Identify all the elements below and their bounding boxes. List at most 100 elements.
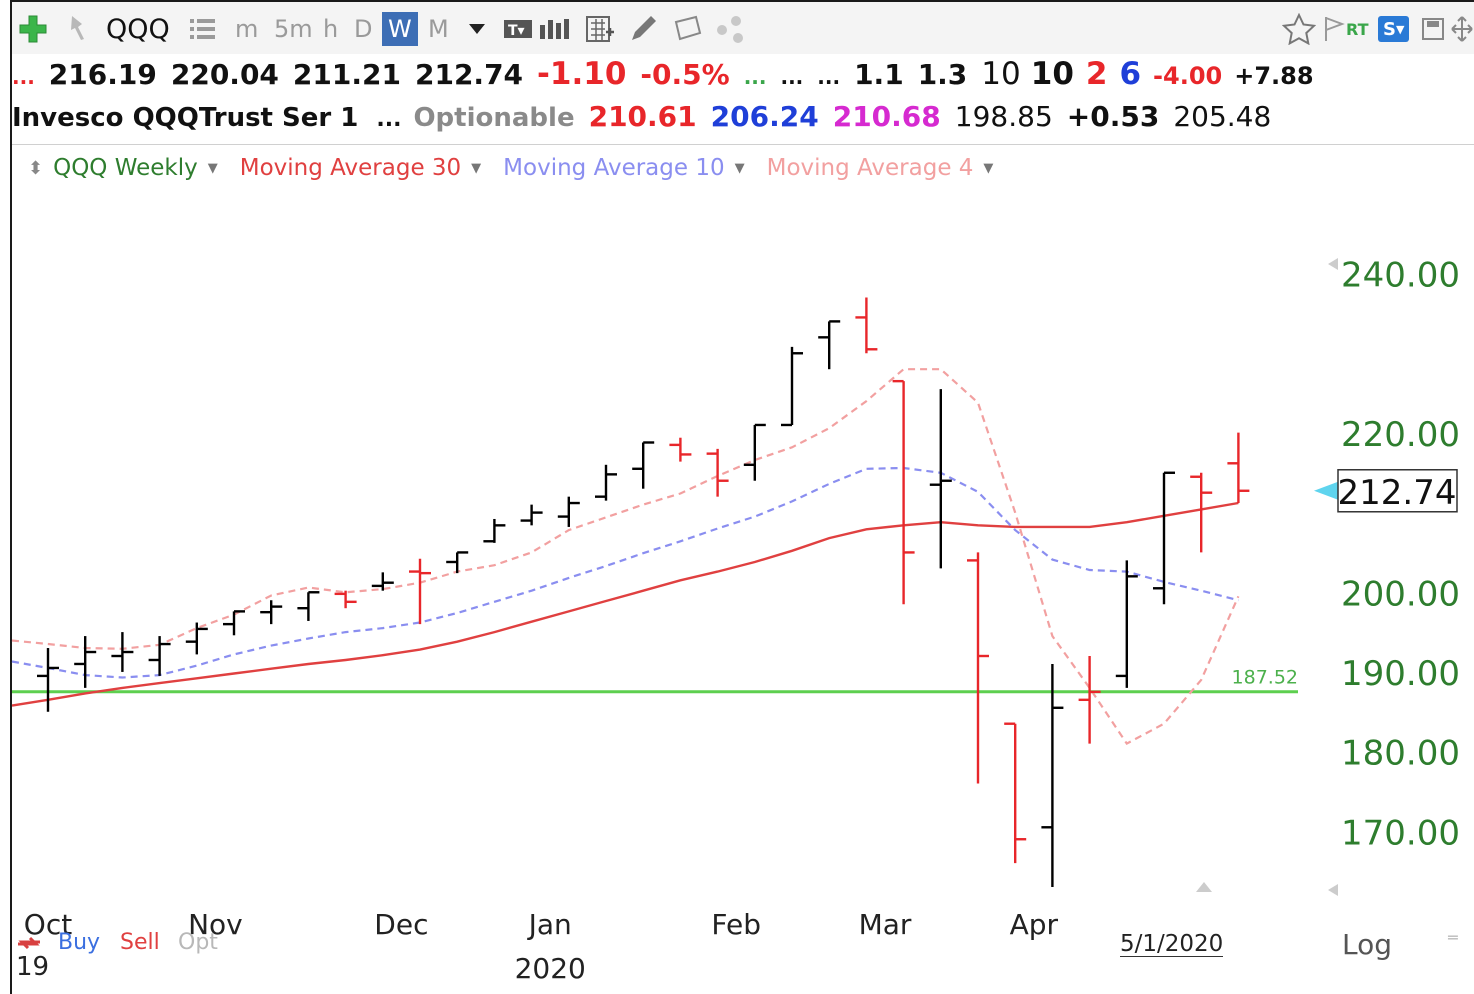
save-icon[interactable]	[1420, 10, 1448, 48]
open-price: 216.19	[48, 58, 157, 91]
year-left-label: 19	[16, 952, 50, 982]
stat-value-1: 1.1	[854, 58, 904, 91]
ohlc-bar	[334, 590, 357, 609]
name-dots: ...	[376, 107, 402, 132]
ohlc-bar	[632, 441, 655, 489]
move-icon[interactable]	[1450, 10, 1474, 48]
star-icon[interactable]	[1282, 10, 1316, 48]
chart-type-icon[interactable]: T▾	[502, 10, 572, 48]
quote-dots-2: ...	[780, 65, 804, 89]
ohlc-bar	[1190, 472, 1213, 553]
quote-dots-green: ...	[743, 65, 767, 89]
legend-item-main[interactable]: ⬍ QQQ Weekly ▼	[28, 155, 218, 181]
legend-item-ma30[interactable]: Moving Average 30 ▼	[240, 155, 481, 181]
ma4-line	[11, 368, 1240, 746]
price-change-5: +0.53	[1066, 100, 1160, 133]
symbol-field[interactable]: QQQ	[106, 13, 170, 45]
ohlc-bar	[111, 632, 134, 672]
note-icon[interactable]	[670, 10, 704, 48]
quote-dots-3: ...	[817, 65, 841, 89]
y-tick-label: 190.00	[1341, 654, 1460, 694]
opt-button[interactable]: Opt	[178, 930, 218, 955]
share-icon[interactable]	[714, 10, 754, 48]
list-icon[interactable]	[188, 10, 218, 48]
calculator-icon[interactable]	[584, 10, 616, 48]
scroll-down-icon	[1328, 884, 1338, 896]
draw-pencil-icon[interactable]	[628, 10, 660, 48]
x-year-label: 2020	[515, 952, 586, 985]
chart-legend: ⬍ QQQ Weekly ▼ Moving Average 30 ▼ Movin…	[28, 150, 1015, 186]
ohlc-bar	[483, 518, 506, 543]
updown-icon: ⬍	[28, 157, 44, 179]
ohlc-bar	[37, 648, 59, 712]
last-price-label: 212.74	[1338, 473, 1457, 513]
realtime-badge[interactable]: RT	[1346, 19, 1369, 39]
ohlc-bar	[855, 297, 878, 354]
buy-button[interactable]: Buy	[58, 930, 101, 955]
timeframe-mo[interactable]: M	[428, 15, 449, 43]
high-price: 220.04	[170, 58, 279, 91]
y-tick-label: 180.00	[1341, 734, 1460, 774]
ohlc-bar	[1041, 663, 1064, 888]
stat-value-3: 10	[981, 56, 1021, 92]
ohlc-bar	[520, 504, 543, 526]
chevron-down-icon: ▼	[983, 160, 994, 176]
flag-icon[interactable]	[1322, 10, 1346, 48]
y-tick-label: 220.00	[1341, 415, 1460, 455]
low-price: 211.21	[292, 58, 401, 91]
legend-ma30-label: Moving Average 30	[239, 155, 462, 181]
ohlc-bar	[929, 389, 952, 569]
x-tick-label: Dec	[374, 908, 428, 941]
legend-ma10-label: Moving Average 10	[503, 155, 725, 181]
chart-toolbar: QQQ m 5m h D W M T▾ RT S ▼	[12, 2, 1474, 54]
header-divider	[12, 144, 1474, 145]
close-price: 212.74	[414, 58, 524, 91]
x-tick-label: Mar	[859, 908, 912, 941]
s-menu-caret-icon: ▼	[1395, 22, 1405, 36]
stat-value-7: -4.00	[1153, 62, 1223, 90]
trade-icon[interactable]	[14, 930, 44, 962]
dropdown-caret-icon[interactable]	[468, 10, 486, 48]
window-frame	[10, 0, 1474, 994]
ohlc-bar	[557, 496, 580, 527]
ohlc-bar	[1115, 560, 1138, 688]
stat-value-8: +7.88	[1234, 62, 1314, 90]
minimize-icon[interactable]: ═	[1448, 928, 1458, 947]
legend-item-ma4[interactable]: Moving Average 4 ▼	[767, 155, 994, 181]
ohlc-bar	[669, 437, 692, 462]
ohlc-bar	[706, 448, 729, 497]
chevron-down-icon: ▼	[734, 160, 745, 176]
net-change: -1.10	[537, 56, 627, 92]
x-tick-label: Jan	[527, 908, 572, 941]
price-1: 210.61	[588, 100, 697, 133]
ohlc-bar	[781, 346, 803, 427]
sell-button[interactable]: Sell	[120, 930, 160, 955]
timeframe-w[interactable]: W	[382, 12, 418, 46]
y-tick-label: 240.00	[1341, 256, 1460, 296]
ohlc-bar	[446, 551, 469, 574]
stat-value-4: 10	[1030, 56, 1074, 92]
ohlc-bar	[1227, 432, 1250, 503]
timeframe-m[interactable]: m	[235, 15, 259, 43]
stat-value-2: 1.3	[917, 58, 968, 91]
y-tick-label: 170.00	[1341, 813, 1460, 853]
ohlc-bar	[74, 636, 97, 688]
ohlc-bar	[409, 558, 431, 625]
svg-text:T▾: T▾	[508, 23, 525, 39]
scroll-up-icon	[1328, 258, 1338, 270]
ohlc-bar	[743, 423, 766, 481]
add-symbol-icon[interactable]	[18, 10, 48, 48]
pin-icon[interactable]	[66, 10, 88, 48]
log-scale-toggle[interactable]: Log	[1342, 928, 1393, 961]
legend-item-ma10[interactable]: Moving Average 10 ▼	[503, 155, 744, 181]
stat-value-6: 6	[1119, 56, 1142, 92]
timeframe-5m[interactable]: 5m	[274, 15, 313, 43]
timeframe-h[interactable]: h	[323, 15, 339, 43]
timeframe-d[interactable]: D	[354, 15, 373, 43]
ma10-line	[11, 466, 1239, 679]
quote-dots-left: ...	[12, 65, 35, 89]
percent-change: -0.5%	[640, 58, 730, 91]
s-menu-button[interactable]: S ▼	[1378, 16, 1410, 42]
ohlc-bar	[260, 600, 283, 625]
